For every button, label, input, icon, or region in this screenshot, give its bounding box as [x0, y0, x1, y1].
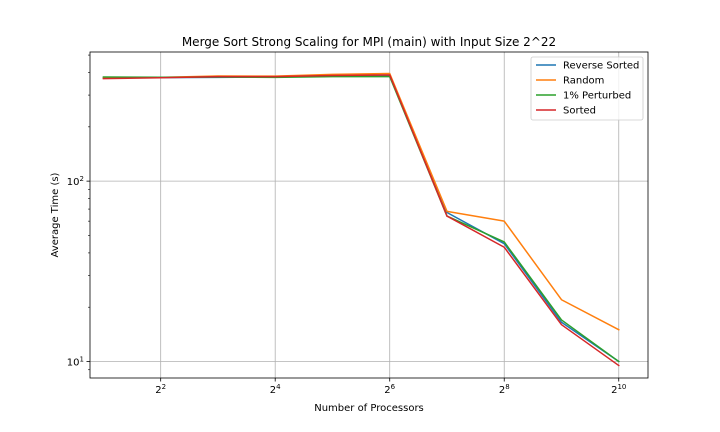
legend-frame — [530, 56, 644, 121]
x-tick-label: 28 — [499, 383, 510, 396]
x-tick-base: 2 — [611, 385, 617, 396]
x-tick-exponent: 2 — [162, 383, 166, 391]
x-tick-exponent: 10 — [617, 383, 626, 391]
x-tick-label: 26 — [384, 383, 395, 396]
x-tick-exponent: 4 — [276, 383, 281, 391]
x-tick-exponent: 6 — [391, 383, 396, 391]
x-tick-label: 210 — [611, 383, 626, 396]
legend-label: Reverse Sorted — [563, 61, 639, 72]
x-axis-label: Number of Processors — [314, 403, 424, 414]
series-layer — [102, 72, 620, 367]
x-tick-base: 2 — [499, 385, 505, 396]
x-tick-exponent: 8 — [505, 383, 509, 391]
x-tick-label: 22 — [155, 383, 166, 396]
y-tick-label: 102 — [67, 175, 84, 188]
legend-label: Random — [563, 76, 604, 87]
legend-label: Sorted — [563, 106, 596, 117]
x-tick-base: 2 — [270, 385, 276, 396]
y-tick-base: 10 — [67, 177, 80, 188]
series-line-sorted — [102, 74, 620, 367]
y-axis-label: Average Time (s) — [50, 172, 61, 257]
y-tick-exponent: 2 — [80, 175, 84, 183]
x-tick-layer: 22 24 26 28 210 — [155, 378, 626, 396]
x-tick-label: 24 — [270, 383, 281, 396]
legend: Reverse Sorted Random 1% Perturbed Sorted — [530, 56, 644, 121]
plot-frame — [89, 51, 649, 379]
legend-label: 1% Perturbed — [563, 91, 631, 102]
x-tick-base: 2 — [384, 385, 390, 396]
y-tick-exponent: 1 — [80, 355, 84, 363]
y-tick-label: 101 — [67, 355, 84, 368]
chart-title: Merge Sort Strong Scaling for MPI (main)… — [182, 35, 556, 49]
y-tick-base: 10 — [67, 357, 80, 368]
x-tick-base: 2 — [155, 385, 161, 396]
